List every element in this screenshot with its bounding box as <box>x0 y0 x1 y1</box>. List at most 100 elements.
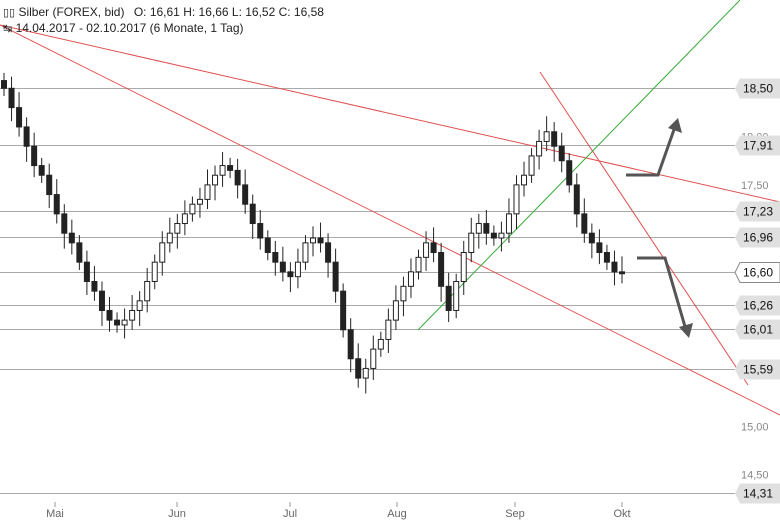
x-tick-label: Mai <box>46 508 64 520</box>
candle-body <box>317 237 324 244</box>
candle-body <box>475 223 482 234</box>
candle-body <box>400 285 407 302</box>
range-bracket-icon: ↹ <box>3 23 13 35</box>
level-label-text: 17,23 <box>743 205 773 219</box>
level-label-background <box>735 483 780 504</box>
level-label-box: 15,59 <box>735 359 780 380</box>
candle-body <box>453 280 460 311</box>
level-label-text: 16,26 <box>743 299 773 313</box>
candle-body <box>264 237 271 254</box>
candle-body <box>144 280 151 302</box>
candle-body <box>114 319 121 326</box>
level-lines <box>0 88 735 494</box>
level-label-text: 18,50 <box>743 82 773 96</box>
candle-body <box>204 184 211 200</box>
candle-body <box>513 184 520 215</box>
level-label-background <box>735 227 780 248</box>
candle-body <box>257 223 264 239</box>
arrow-down-head-icon <box>679 323 693 338</box>
candle-body <box>536 140 543 157</box>
candle-body <box>121 319 128 326</box>
candle-body <box>498 232 505 239</box>
candle-body <box>1 80 7 89</box>
candle-body <box>603 252 610 263</box>
candle-body <box>189 203 196 215</box>
candle-body <box>415 256 422 273</box>
candle-body <box>581 213 588 234</box>
candle-body <box>227 165 234 171</box>
candle-body <box>287 271 294 278</box>
candle-body <box>181 213 188 225</box>
candle-body <box>392 300 399 321</box>
candle-body <box>98 290 105 311</box>
level-labels: 18,50 17,91 17,23 16,96 16,60 16,26 16,01 15,59… <box>734 78 780 504</box>
candle-body <box>438 252 445 287</box>
candle-body <box>302 242 309 263</box>
candlestick-series <box>1 72 625 394</box>
level-label-background <box>735 201 780 222</box>
candle-body <box>53 194 60 215</box>
trendline-red-long-lower <box>0 24 780 416</box>
candle-body <box>16 107 23 128</box>
arrow-up-scenario-icon <box>626 123 678 177</box>
trendline-red-steep <box>539 71 749 386</box>
level-label-background <box>734 262 780 283</box>
level-label-background <box>735 359 780 380</box>
candle-body <box>249 203 256 225</box>
candle-body <box>68 232 75 244</box>
candle-body <box>355 358 362 379</box>
candle-body <box>430 242 437 254</box>
candle-body <box>566 160 573 186</box>
candle-body <box>490 232 497 239</box>
candle-body <box>8 87 15 109</box>
candle-body <box>460 252 467 282</box>
candle-body <box>505 213 512 234</box>
arrow-up-head-icon <box>668 118 682 133</box>
candle-body <box>23 126 30 147</box>
level-label-box: 16,60 <box>734 262 780 283</box>
level-label-box: 17,91 <box>735 135 780 156</box>
candle-body <box>619 271 625 275</box>
level-label-box: 18,50 <box>735 78 780 99</box>
candle-body <box>445 285 452 311</box>
level-label-text: 16,96 <box>743 231 773 245</box>
candle-body <box>196 198 203 205</box>
candle-body <box>332 261 339 292</box>
candle-body <box>588 232 595 244</box>
y-tick-label: 15,00 <box>741 421 769 433</box>
candle-body <box>423 242 430 258</box>
candlestick-icon: ▯▯ <box>3 7 16 19</box>
candle-body <box>340 290 347 331</box>
candle-body <box>234 169 241 186</box>
candle-body <box>279 261 286 273</box>
candle-body <box>521 174 528 186</box>
candle-body <box>483 223 490 234</box>
candle-body <box>325 242 332 263</box>
level-label-box: 16,01 <box>735 319 780 340</box>
candle-body <box>106 309 113 321</box>
level-label-box: 16,26 <box>735 295 780 316</box>
level-label-text: 16,01 <box>743 323 773 337</box>
x-tick-label: Aug <box>387 508 407 520</box>
candle-body <box>558 145 565 162</box>
chart-header-range-row: ↹ 14.04.2017 - 02.10.2017 (6 Monate, 1 T… <box>3 21 244 35</box>
candle-body <box>377 338 384 350</box>
candle-body <box>83 261 90 282</box>
x-tick-label: Jun <box>168 508 186 520</box>
candle-body <box>611 261 618 273</box>
candle-body <box>174 223 181 234</box>
trendlines <box>0 0 780 416</box>
level-label-box: 16,96 <box>735 227 780 248</box>
candle-body <box>362 367 369 379</box>
candle-body <box>219 165 226 176</box>
candle-body <box>159 242 166 263</box>
candle-body <box>166 232 173 244</box>
ohlc-readout: O: 16,61 H: 16,66 L: 16,52 C: 16,58 <box>133 5 324 19</box>
candle-body <box>596 242 603 254</box>
candle-body <box>76 242 83 263</box>
level-label-text: 16,60 <box>743 266 773 280</box>
candle-body <box>129 309 136 321</box>
chart-title: Silber (FOREX, bid) <box>18 5 125 19</box>
candle-body <box>551 131 558 147</box>
